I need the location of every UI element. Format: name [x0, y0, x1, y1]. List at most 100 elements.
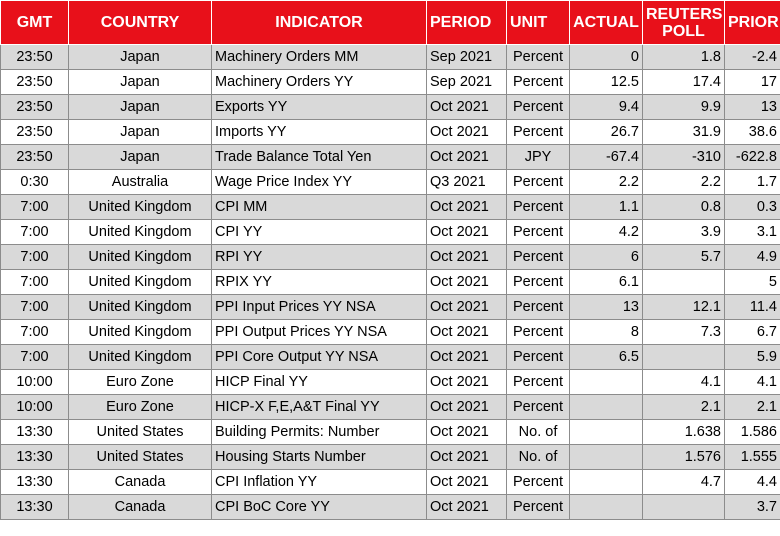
cell-gmt: 7:00: [0, 244, 69, 270]
cell-unit: Percent: [506, 119, 570, 145]
cell-unit: Percent: [506, 494, 570, 520]
cell-reuters-poll: 1.8: [642, 44, 725, 70]
cell-country: Japan: [68, 44, 212, 70]
cell-reuters-poll: 4.7: [642, 469, 725, 495]
header-period: PERIOD: [426, 0, 507, 45]
header-poll-line2: POLL: [662, 22, 705, 40]
cell-gmt: 13:30: [0, 444, 69, 470]
cell-gmt: 23:50: [0, 144, 69, 170]
table-header: GMT COUNTRY INDICATOR PERIOD UNIT ACTUAL…: [0, 0, 780, 45]
cell-country: Canada: [68, 494, 212, 520]
header-gmt: GMT: [0, 0, 69, 45]
cell-reuters-poll: 12.1: [642, 294, 725, 320]
cell-actual: 1.1: [569, 194, 643, 220]
cell-period: Oct 2021: [426, 244, 507, 270]
cell-country: Euro Zone: [68, 369, 212, 395]
table-row: 7:00 United Kingdom CPI MM Oct 2021 Percent 1…: [0, 194, 780, 220]
cell-gmt: 7:00: [0, 194, 69, 220]
header-reuters-poll: REUTERS POLL: [642, 0, 725, 45]
cell-indicator: Building Permits: Number: [211, 419, 427, 445]
cell-country: United States: [68, 419, 212, 445]
cell-unit: Percent: [506, 269, 570, 295]
cell-indicator: CPI MM: [211, 194, 427, 220]
cell-prior: 1.586: [724, 419, 780, 445]
cell-period: Oct 2021: [426, 369, 507, 395]
cell-period: Oct 2021: [426, 469, 507, 495]
header-poll-line1: REUTERS: [646, 5, 723, 23]
cell-gmt: 23:50: [0, 69, 69, 95]
cell-actual: [569, 469, 643, 495]
cell-indicator: HICP-X F,E,A&T Final YY: [211, 394, 427, 420]
cell-reuters-poll: 5.7: [642, 244, 725, 270]
cell-indicator: CPI BoC Core YY: [211, 494, 427, 520]
cell-actual: 6.5: [569, 344, 643, 370]
cell-unit: Percent: [506, 44, 570, 70]
table-row: 23:50 Japan Machinery Orders MM Sep 2021 Per…: [0, 44, 780, 70]
cell-prior: 0.3: [724, 194, 780, 220]
cell-actual: 6.1: [569, 269, 643, 295]
table-row: 7:00 United Kingdom RPIX YY Oct 2021 Percent…: [0, 269, 780, 295]
table-row: 13:30 United States Housing Starts Number O…: [0, 444, 780, 470]
table-row: 13:30 Canada CPI BoC Core YY Oct 2021 Percen…: [0, 494, 780, 520]
cell-actual: 9.4: [569, 94, 643, 120]
cell-unit: Percent: [506, 369, 570, 395]
cell-prior: 5: [724, 269, 780, 295]
cell-period: Oct 2021: [426, 444, 507, 470]
cell-period: Oct 2021: [426, 219, 507, 245]
table-row: 13:30 United States Building Permits: Numb…: [0, 419, 780, 445]
cell-reuters-poll: 2.1: [642, 394, 725, 420]
cell-period: Oct 2021: [426, 144, 507, 170]
cell-indicator: Wage Price Index YY: [211, 169, 427, 195]
cell-gmt: 13:30: [0, 494, 69, 520]
cell-unit: Percent: [506, 469, 570, 495]
cell-unit: Percent: [506, 69, 570, 95]
cell-actual: 12.5: [569, 69, 643, 95]
cell-unit: Percent: [506, 294, 570, 320]
table-row: 23:50 Japan Machinery Orders YY Sep 2021 Per…: [0, 69, 780, 95]
cell-indicator: RPI YY: [211, 244, 427, 270]
cell-gmt: 10:00: [0, 394, 69, 420]
cell-indicator: PPI Output Prices YY NSA: [211, 319, 427, 345]
table-row: 13:30 Canada CPI Inflation YY Oct 2021 Perce…: [0, 469, 780, 495]
cell-indicator: CPI Inflation YY: [211, 469, 427, 495]
header-prior: PRIOR: [724, 0, 780, 45]
table-row: 23:50 Japan Exports YY Oct 2021 Percent 9.4 9.…: [0, 94, 780, 120]
cell-gmt: 7:00: [0, 294, 69, 320]
cell-actual: [569, 369, 643, 395]
table-row: 23:50 Japan Trade Balance Total Yen Oct 202…: [0, 144, 780, 170]
cell-indicator: Imports YY: [211, 119, 427, 145]
cell-prior: 38.6: [724, 119, 780, 145]
cell-reuters-poll: -310: [642, 144, 725, 170]
cell-period: Oct 2021: [426, 344, 507, 370]
cell-country: Japan: [68, 69, 212, 95]
table-row: 10:00 Euro Zone HICP-X F,E,A&T Final YY Oct…: [0, 394, 780, 420]
table-row: 7:00 United Kingdom PPI Input Prices YY NS…: [0, 294, 780, 320]
cell-indicator: HICP Final YY: [211, 369, 427, 395]
table-row: 7:00 United Kingdom PPI Core Output YY NSA…: [0, 344, 780, 370]
cell-prior: 4.4: [724, 469, 780, 495]
cell-unit: No. of: [506, 419, 570, 445]
cell-actual: 2.2: [569, 169, 643, 195]
cell-unit: Percent: [506, 344, 570, 370]
cell-period: Oct 2021: [426, 319, 507, 345]
table-body: 23:50 Japan Machinery Orders MM Sep 2021 Per…: [0, 44, 780, 520]
cell-period: Oct 2021: [426, 194, 507, 220]
cell-country: Euro Zone: [68, 394, 212, 420]
cell-prior: 17: [724, 69, 780, 95]
cell-period: Oct 2021: [426, 394, 507, 420]
table-row: 23:50 Japan Imports YY Oct 2021 Percent 26.7 3…: [0, 119, 780, 145]
cell-actual: 26.7: [569, 119, 643, 145]
cell-prior: 3.7: [724, 494, 780, 520]
cell-prior: 11.4: [724, 294, 780, 320]
cell-reuters-poll: 1.638: [642, 419, 725, 445]
cell-country: Canada: [68, 469, 212, 495]
cell-actual: 8: [569, 319, 643, 345]
cell-unit: Percent: [506, 244, 570, 270]
cell-indicator: RPIX YY: [211, 269, 427, 295]
header-row: GMT COUNTRY INDICATOR PERIOD UNIT ACTUAL…: [0, 0, 780, 45]
cell-gmt: 7:00: [0, 344, 69, 370]
cell-actual: -67.4: [569, 144, 643, 170]
cell-indicator: Machinery Orders YY: [211, 69, 427, 95]
cell-prior: -2.4: [724, 44, 780, 70]
cell-reuters-poll: 2.2: [642, 169, 725, 195]
